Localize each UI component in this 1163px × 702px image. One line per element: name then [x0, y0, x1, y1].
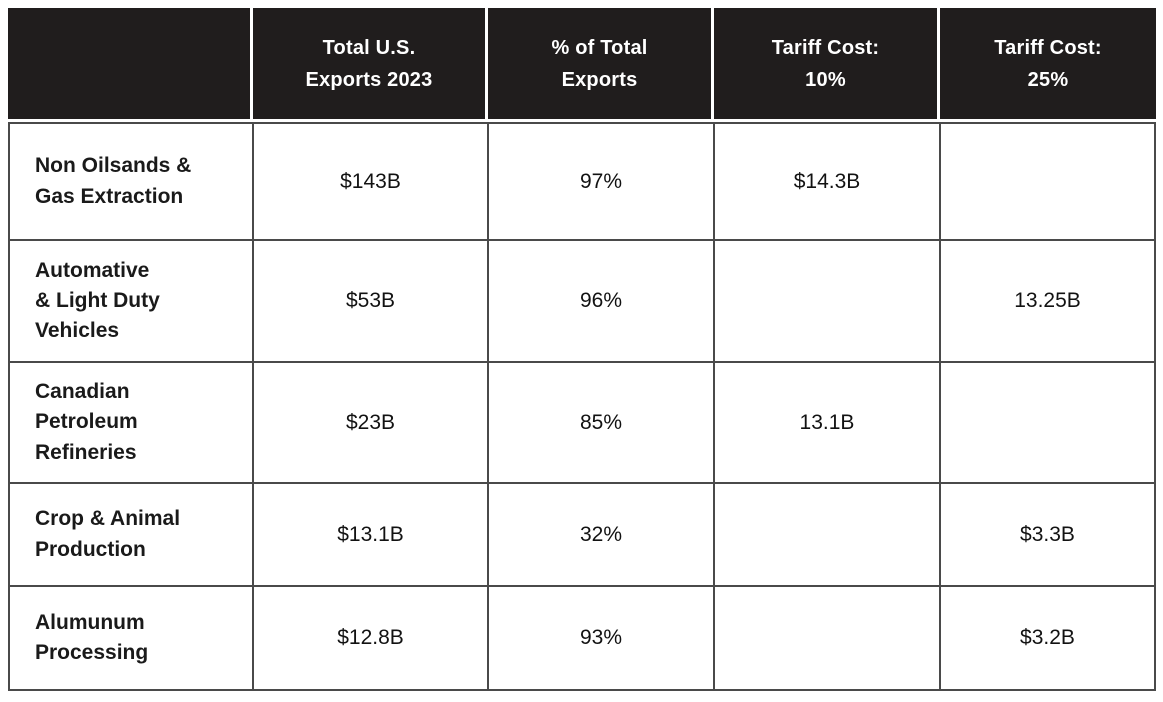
header-cell-tariff-25: Tariff Cost: 25%: [937, 8, 1156, 119]
total-exports-cell: $53B: [252, 239, 487, 361]
tariff-10-cell: [713, 482, 939, 585]
header-cell-tariff-10: Tariff Cost: 10%: [711, 8, 937, 119]
header-cell-empty: [8, 8, 250, 119]
tariff-25-cell: 13.25B: [939, 239, 1154, 361]
table-row: Canadian Petroleum Refineries $23B 85% 1…: [10, 361, 1154, 482]
row-label-cell: Automative & Light Duty Vehicles: [10, 239, 252, 361]
tariff-25-cell: [939, 124, 1154, 239]
table-row: Alumunum Processing $12.8B 93% $3.2B: [10, 585, 1154, 689]
header-cell-total-exports: Total U.S. Exports 2023: [250, 8, 485, 119]
total-exports-cell: $13.1B: [252, 482, 487, 585]
row-label-cell: Non Oilsands & Gas Extraction: [35, 154, 192, 208]
table-header-row: Total U.S. Exports 2023 % of Total Expor…: [8, 8, 1156, 119]
total-exports-cell: $12.8B: [252, 585, 487, 689]
tariff-10-cell: 13.1B: [713, 361, 939, 482]
header-cell-pct-of-total: % of Total Exports: [485, 8, 711, 119]
row-label-cell: Alumunum Processing: [10, 585, 252, 689]
table-body: Non Oilsands & Gas Extraction $143B 97% …: [8, 122, 1156, 691]
tariff-25-cell: $3.2B: [939, 585, 1154, 689]
pct-of-total-cell: 96%: [487, 239, 713, 361]
pct-of-total-cell: 32%: [487, 482, 713, 585]
table-row: Non Oilsands & Gas Extraction $143B 97% …: [10, 124, 1154, 239]
table-row: Automative & Light Duty Vehicles $53B 96…: [10, 239, 1154, 361]
tariff-10-cell: $14.3B: [713, 124, 939, 239]
pct-of-total-cell: 93%: [487, 585, 713, 689]
table-row: Crop & Animal Production $13.1B 32% $3.3…: [10, 482, 1154, 585]
row-label-cell: Canadian Petroleum Refineries: [10, 361, 252, 482]
tariff-impact-table: Total U.S. Exports 2023 % of Total Expor…: [8, 8, 1156, 691]
pct-of-total-cell: 85%: [487, 361, 713, 482]
total-exports-cell: $23B: [252, 361, 487, 482]
tariff-25-cell: $3.3B: [939, 482, 1154, 585]
tariff-10-cell: [713, 585, 939, 689]
total-exports-cell: $143B: [252, 124, 487, 239]
tariff-10-cell: [713, 239, 939, 361]
tariff-25-cell: [939, 361, 1154, 482]
row-label-cell: Crop & Animal Production: [10, 482, 252, 585]
pct-of-total-cell: 97%: [487, 124, 713, 239]
